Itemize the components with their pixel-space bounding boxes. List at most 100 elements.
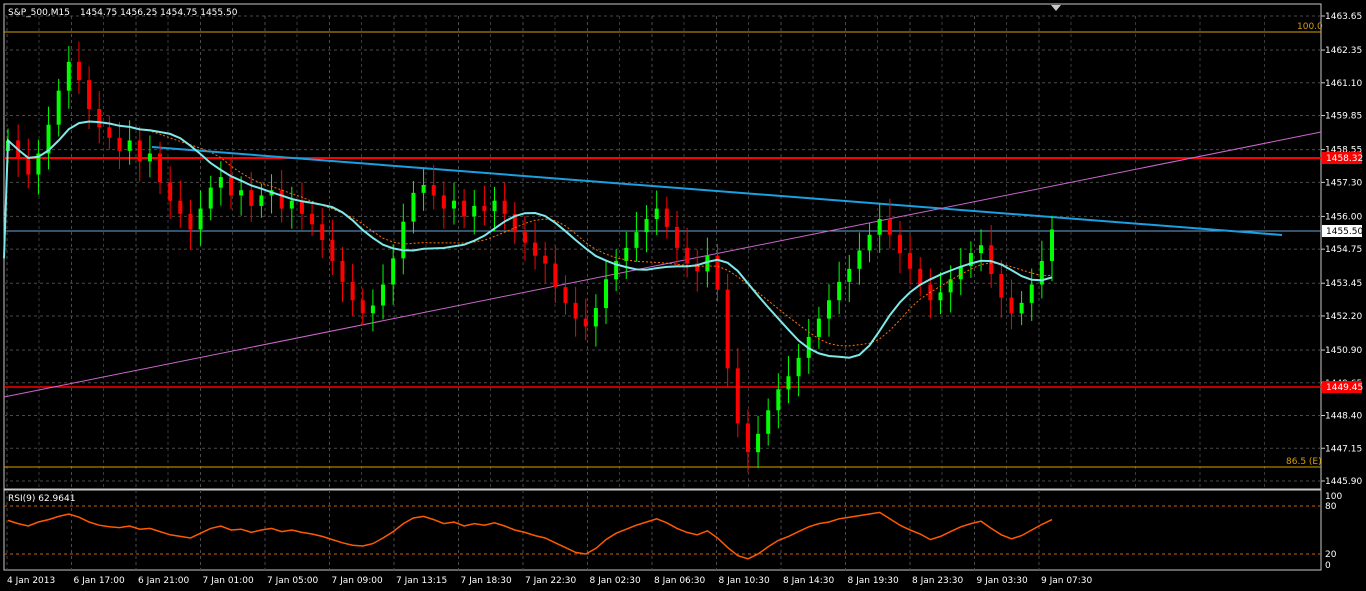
- candle-body: [644, 219, 649, 233]
- candle-body: [97, 109, 102, 128]
- price-panel-frame: [3, 3, 1322, 490]
- rsi-line: [7, 511, 1053, 560]
- time-axis: 4 Jan 2013 6 Jan 17:00 6 Jan 21:00 7 Jan 01…: [7, 576, 1093, 586]
- price-tick-label: 1459.85: [1325, 112, 1362, 122]
- candle-body: [147, 153, 152, 162]
- current-price-box: [1322, 225, 1362, 237]
- candle-body: [76, 61, 81, 81]
- candle-body: [827, 300, 832, 319]
- candle-body: [391, 258, 396, 285]
- ma-slow-line: [7, 120, 1053, 347]
- candle-body: [857, 250, 862, 269]
- candle-body: [664, 208, 669, 227]
- grid: [4, 15, 1321, 570]
- candle-body: [522, 232, 527, 243]
- candle-body: [158, 153, 163, 183]
- candle-body: [867, 234, 872, 251]
- symbol-label: S&P_500,M15: [8, 8, 70, 18]
- candle-body: [583, 318, 588, 327]
- uptrend-line[interactable]: [3, 131, 1322, 398]
- price-tick-label: 1461.10: [1325, 79, 1362, 89]
- time-tick-label: 7 Jan 18:30: [461, 576, 513, 586]
- candle-body: [654, 208, 659, 220]
- price-axis: 1463.65 1462.35 1461.10 1459.85 1458.55 1457.…: [1321, 12, 1362, 487]
- candle-body: [320, 224, 325, 240]
- candle-body: [360, 300, 365, 314]
- time-tick-label: 8 Jan 14:30: [783, 576, 835, 586]
- candle-body: [381, 284, 386, 306]
- candles: [6, 41, 1054, 473]
- candle-body: [370, 305, 375, 314]
- support-price-label: 1449.45: [1326, 383, 1363, 393]
- scroll-marker-icon[interactable]: [1051, 5, 1061, 11]
- candle-body: [766, 410, 771, 434]
- candle-body: [756, 433, 761, 453]
- candle-body: [198, 208, 203, 230]
- support-price-box: [1322, 381, 1362, 393]
- candle-body: [897, 234, 902, 254]
- candle-body: [1039, 260, 1044, 285]
- time-tick-label: 9 Jan 07:30: [1041, 576, 1093, 586]
- time-tick-label: 7 Jan 09:00: [332, 576, 384, 586]
- candle-body: [695, 263, 700, 272]
- candle-body: [968, 253, 973, 267]
- time-tick-label: 7 Jan 01:00: [203, 576, 255, 586]
- candle-body: [117, 137, 122, 151]
- ohlc-label: 1454.75 1456.25 1454.75 1455.50: [80, 8, 238, 18]
- candle-body: [411, 192, 416, 222]
- candle-body: [796, 357, 801, 377]
- fib-86-label: 86.5 (E): [1286, 457, 1322, 467]
- candle-body: [887, 219, 892, 235]
- red-line-price-label: 1458.32: [1326, 154, 1363, 164]
- candle-body: [674, 226, 679, 248]
- candle-body: [979, 245, 984, 254]
- candle-body: [877, 219, 882, 235]
- candle-body: [816, 318, 821, 337]
- candle-body: [553, 263, 558, 288]
- candle-body: [725, 289, 730, 369]
- rsi-tick-label: 20: [1325, 550, 1337, 560]
- candle-body: [908, 253, 913, 269]
- candle-body: [847, 268, 852, 282]
- price-tick-label: 1454.75: [1325, 245, 1362, 255]
- red-line-price-box: [1322, 152, 1362, 164]
- price-tick-label: 1453.45: [1325, 279, 1362, 289]
- candle-body: [249, 190, 254, 206]
- price-tick-label: 1445.90: [1325, 477, 1362, 487]
- candle-body: [573, 302, 578, 319]
- time-tick-label: 8 Jan 02:30: [590, 576, 642, 586]
- candle-body: [26, 158, 31, 175]
- candle-body: [563, 287, 568, 303]
- downtrend-line[interactable]: [151, 146, 1283, 236]
- candle-body: [533, 242, 538, 256]
- candle-body: [705, 255, 710, 272]
- candle-body: [634, 232, 639, 248]
- candle-body: [350, 281, 355, 301]
- candle-body: [46, 124, 51, 154]
- candle-body: [421, 184, 426, 193]
- candle-body: [624, 247, 629, 261]
- price-tick-label: 1450.90: [1325, 346, 1362, 356]
- price-tick-label: 1463.65: [1325, 12, 1362, 22]
- rsi-label: RSI(9) 62.9641: [8, 494, 75, 504]
- price-tick-label: 1462.35: [1325, 46, 1362, 56]
- time-tick-label: 8 Jan 06:30: [654, 576, 706, 586]
- candle-body: [685, 247, 690, 264]
- candle-body: [239, 190, 244, 196]
- candle-body: [431, 184, 436, 196]
- price-tick-label: 1457.30: [1325, 178, 1362, 188]
- candle-body: [1050, 229, 1054, 261]
- candle-body: [56, 90, 61, 125]
- candle-body: [462, 200, 467, 217]
- candle-body: [512, 213, 517, 233]
- price-tick-label: 1456.00: [1325, 212, 1362, 222]
- candle-body: [786, 376, 791, 390]
- time-tick-label: 6 Jan 17:00: [74, 576, 126, 586]
- rsi-tick-label: 100: [1325, 492, 1342, 502]
- rsi-tick-label: 0: [1325, 561, 1331, 571]
- candle-body: [36, 153, 41, 175]
- candle-body: [137, 140, 142, 162]
- candle-body: [87, 80, 92, 109]
- candle-body: [1009, 297, 1014, 314]
